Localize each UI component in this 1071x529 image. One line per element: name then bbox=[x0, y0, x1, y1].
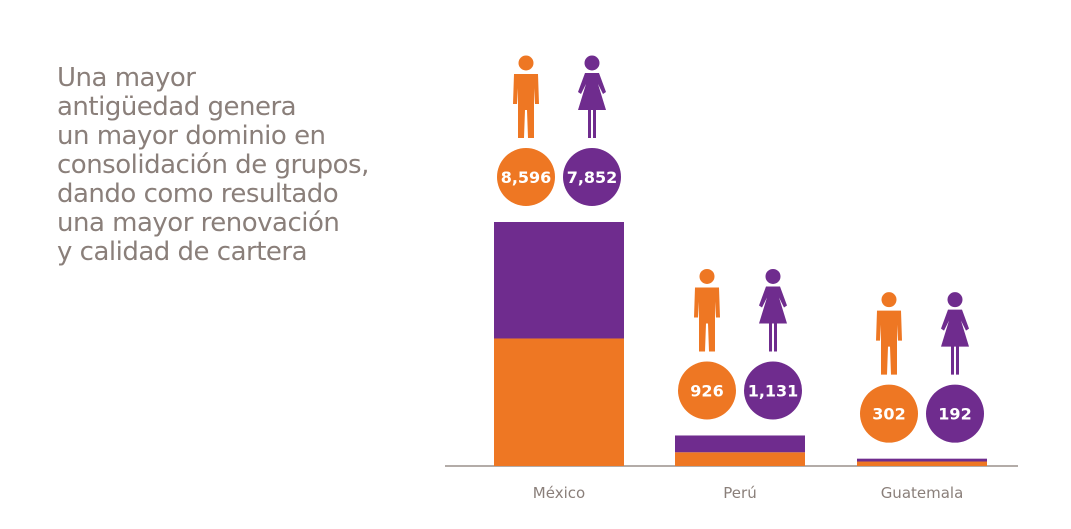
headline-line-1: Una mayor bbox=[57, 63, 196, 93]
headline-line-3: un mayor dominio en bbox=[57, 121, 326, 151]
bar-segment-men-0 bbox=[494, 338, 624, 466]
bar-segment-women-2 bbox=[857, 458, 987, 462]
value-bubble bbox=[744, 361, 802, 420]
headline-line-7: y calidad de cartera bbox=[57, 237, 308, 267]
headline-line-6: una mayor renovación bbox=[57, 208, 340, 238]
value-bubble bbox=[563, 148, 621, 206]
woman-icon bbox=[578, 55, 606, 138]
headline-line-5: dando como resultado bbox=[57, 179, 339, 209]
woman-icon bbox=[941, 292, 969, 375]
value-bubble bbox=[860, 384, 918, 443]
man-icon bbox=[513, 55, 539, 138]
bar-segment-men-2 bbox=[857, 461, 987, 466]
x-tick-label: Guatemala bbox=[881, 484, 964, 502]
man-icon bbox=[876, 292, 902, 375]
headline: Una mayor antigüedad genera un mayor dom… bbox=[57, 64, 417, 267]
data-label: 926 bbox=[690, 381, 723, 400]
headline-line-2: antigüedad genera bbox=[57, 92, 297, 122]
bar-segment-women-0 bbox=[494, 222, 624, 339]
value-bubble bbox=[926, 384, 984, 443]
value-bubble bbox=[678, 361, 736, 420]
headline-line-4: consolidación de grupos, bbox=[57, 150, 369, 180]
man-icon bbox=[694, 268, 720, 352]
data-label: 1,131 bbox=[748, 381, 799, 400]
data-label: 8,596 bbox=[501, 168, 552, 187]
x-tick-label: México bbox=[533, 484, 585, 502]
bar-segment-women-1 bbox=[675, 435, 805, 453]
data-label: 302 bbox=[872, 405, 905, 424]
data-label: 7,852 bbox=[567, 168, 618, 187]
x-tick-label: Perú bbox=[723, 484, 756, 502]
data-label: 192 bbox=[938, 405, 971, 424]
bar-segment-men-1 bbox=[675, 452, 805, 466]
woman-icon bbox=[759, 268, 787, 352]
value-bubble bbox=[497, 148, 555, 206]
